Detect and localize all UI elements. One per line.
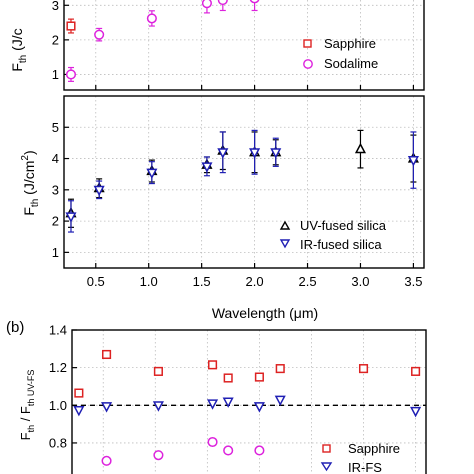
y-label-sub: th: [18, 55, 29, 63]
y-tick-label: 0.8: [49, 435, 67, 450]
point-ir-fs: [222, 397, 234, 408]
point-sapphire: [66, 21, 76, 31]
x-tick-label: 3.0: [351, 274, 369, 289]
point-sodalime: [101, 455, 112, 466]
y-axis-label-top: Fth (J/c: [9, 28, 29, 71]
panel-a-top: 1 2 3 Fth (J/c Sapphire Sodalime: [9, 0, 425, 91]
x-tick-label: 1.5: [193, 274, 211, 289]
point-sodalime: [153, 450, 164, 461]
y-axis-label-bottom: Fth / Fth UV-FS: [18, 370, 36, 441]
y-label-main: F: [18, 432, 33, 440]
y-label-main: F: [9, 63, 25, 72]
panel-b: 0.60.81.01.21.4 (b) Fth / Fth UV-FS Sapp…: [6, 319, 427, 474]
point-ir-fused-silica: [201, 162, 213, 173]
point-ir-fs: [101, 402, 113, 413]
point-sodalime: [254, 445, 265, 456]
point-ir-fused-silica: [407, 156, 419, 167]
panel-label-b: (b): [6, 319, 24, 336]
y-label-sub: th: [26, 425, 36, 433]
y-label-sub2: th UV-FS: [26, 370, 36, 407]
y-tick-label: 5: [52, 120, 59, 135]
point-sapphire: [411, 366, 421, 376]
legend-bottom: Sapphire IR-FS: [320, 441, 400, 474]
x-tick-label: 1.0: [140, 274, 158, 289]
legend-marker-ir-fs: [320, 462, 333, 472]
point-sodalime: [249, 0, 260, 4]
point-ir-fs: [152, 401, 164, 412]
point-sapphire: [153, 366, 163, 376]
point-ir-fused-silica: [93, 185, 105, 197]
legend-label-ir-fused-silica: IR-fused silica: [300, 237, 382, 252]
point-sapphire: [102, 349, 112, 360]
y-label-end: ): [21, 150, 37, 155]
point-uv-fused-silica: [354, 142, 367, 154]
legend-label-uv-fused-silica: UV-fused silica: [300, 218, 387, 233]
point-ir-fused-silica: [217, 148, 229, 159]
y-tick-label: 3: [52, 182, 59, 197]
plot-frame: [63, 95, 425, 269]
y-tick-label: 2: [52, 32, 59, 47]
legend-label-ir-fs: IR-FS: [348, 460, 382, 474]
y-tick-label: 1.0: [49, 398, 67, 413]
point-ir-fs: [207, 399, 219, 410]
legend-middle: UV-fused silica IR-fused silica: [279, 218, 387, 252]
plot-frame: [63, 0, 425, 91]
legend-label-sodalime: Sodalime: [324, 56, 378, 71]
point-sodalime: [201, 0, 212, 9]
legend-marker-sapphire: [322, 444, 331, 453]
point-sapphire: [74, 388, 84, 398]
point-sapphire: [223, 373, 233, 383]
legend-marker-ir-fused-silica: [279, 239, 291, 249]
point-sapphire: [208, 360, 218, 370]
point-sodalime: [217, 0, 228, 6]
x-tick-label: 3.5: [404, 274, 422, 289]
point-sapphire: [275, 364, 285, 374]
point-sapphire: [254, 372, 264, 382]
point-ir-fs: [410, 406, 422, 418]
point-ir-fused-silica: [270, 148, 282, 159]
point-sodalime: [207, 436, 218, 448]
y-label-rest: (J/cm: [21, 161, 37, 199]
y-label-rest: (J/c: [9, 28, 25, 54]
y-label-sub: th: [30, 199, 41, 207]
x-axis-label: Wavelength (μm): [212, 305, 318, 321]
x-tick-label: 2.5: [298, 274, 316, 289]
point-ir-fused-silica: [65, 212, 77, 223]
point-ir-fs: [253, 402, 265, 413]
x-tick-label: 2.0: [246, 274, 264, 289]
x-tick-label: 0.5: [87, 274, 105, 289]
legend-top: Sapphire Sodalime: [303, 36, 378, 71]
point-ir-fused-silica: [249, 148, 261, 159]
point-sodalime: [146, 13, 157, 24]
y-label-main: F: [21, 207, 37, 216]
legend-marker-sodalime: [303, 59, 313, 69]
y-tick-label: 2: [52, 214, 59, 229]
point-sodalime: [223, 445, 234, 456]
y-tick-label: 1.2: [49, 360, 67, 375]
point-ir-fs: [274, 395, 286, 407]
y-label-mid: / F: [18, 406, 33, 425]
y-label-sup: 2: [20, 155, 31, 161]
point-sodalime: [65, 69, 77, 80]
legend-marker-sapphire: [303, 39, 312, 48]
point-ir-fs: [73, 405, 85, 417]
point-ir-fused-silica: [146, 168, 158, 180]
y-tick-label: 1: [52, 67, 59, 82]
y-tick-label: 3: [52, 0, 59, 13]
y-tick-label: 1.4: [49, 323, 67, 338]
y-axis-label-middle: Fth (J/cm2): [20, 150, 41, 215]
point-sodalime: [94, 29, 105, 40]
legend-marker-uv-fused-silica: [279, 220, 291, 230]
legend-label-sapphire: Sapphire: [324, 36, 376, 51]
plot-frame: [71, 329, 427, 474]
y-tick-label: 1: [52, 245, 59, 260]
point-sapphire: [358, 364, 369, 374]
y-tick-label: 4: [52, 151, 59, 166]
legend-label-sapphire: Sapphire: [348, 441, 400, 456]
